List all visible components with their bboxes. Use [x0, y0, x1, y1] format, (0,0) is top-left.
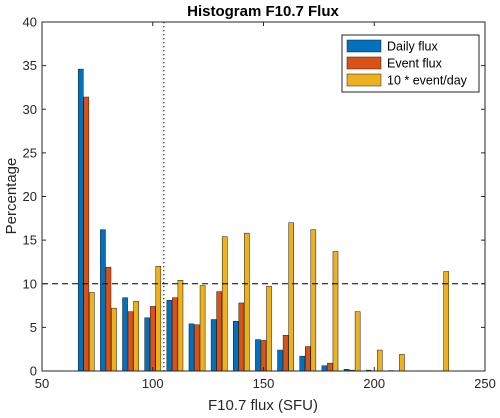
legend-label: Daily flux: [387, 40, 438, 54]
bar: [194, 324, 200, 372]
bar: [210, 319, 217, 372]
bar: [282, 334, 289, 372]
y-tick-label: 10: [23, 276, 37, 291]
bar: [277, 349, 283, 372]
bar: [266, 286, 272, 372]
bar: [149, 306, 156, 372]
x-tick-label: 200: [363, 376, 385, 391]
y-tick-label: 25: [23, 145, 37, 160]
bar: [238, 302, 245, 372]
x-tick-label: 100: [142, 376, 164, 391]
bar: [105, 266, 112, 372]
x-tick-label: 50: [35, 376, 49, 391]
x-axis-label: F10.7 flux (SFU): [208, 397, 318, 414]
bar: [376, 349, 383, 372]
y-axis-ticks: 0 5 10 15 20 25 30 35 40: [23, 15, 485, 379]
bar: [166, 300, 173, 372]
bar: [233, 321, 239, 372]
bar: [177, 280, 184, 372]
bar: [310, 229, 317, 372]
bar: [122, 297, 128, 372]
y-tick-label: 30: [23, 102, 37, 117]
bar: [255, 339, 261, 372]
bar: [199, 285, 206, 372]
bar: [260, 340, 267, 372]
y-tick-label: 35: [23, 58, 37, 73]
y-tick-label: 15: [23, 233, 37, 248]
legend-swatch: [346, 73, 382, 87]
x-tick-label: 250: [474, 376, 496, 391]
bar: [155, 266, 162, 372]
bar: [443, 271, 450, 372]
bar: [327, 362, 333, 372]
bar: [399, 354, 405, 372]
y-tick-label: 0: [30, 364, 37, 379]
legend-label: 10 * event/day: [387, 74, 468, 88]
bar: [305, 346, 311, 372]
bar: [216, 291, 222, 372]
y-axis-label: Percentage: [3, 158, 20, 235]
bar: [172, 297, 178, 372]
bar: [332, 251, 339, 372]
legend-swatch: [346, 39, 382, 53]
bar: [111, 307, 117, 372]
bar: [244, 232, 250, 372]
bar: [83, 96, 90, 372]
x-axis-ticks: 50 100 150 200 250: [35, 22, 496, 391]
bar: [144, 317, 151, 372]
bar: [133, 300, 139, 372]
bar: [221, 236, 228, 372]
bar: [299, 355, 306, 372]
bar: [188, 323, 195, 372]
y-tick-label: 20: [23, 189, 37, 204]
bar: [100, 229, 106, 372]
y-tick-label: 40: [23, 15, 37, 30]
legend: Daily flux Event flux 10 * event/day: [341, 34, 480, 93]
legend-swatch: [346, 56, 382, 70]
chart-title: Histogram F10.7 Flux: [187, 3, 339, 20]
y-tick-label: 5: [30, 320, 37, 335]
bar: [77, 68, 84, 372]
bar: [127, 311, 134, 372]
reference-lines: [42, 22, 485, 371]
bar: [354, 311, 361, 372]
bar: [321, 365, 328, 372]
legend-label: Event flux: [387, 57, 443, 71]
bars-group: [77, 68, 450, 372]
bar: [288, 222, 294, 372]
x-tick-label: 150: [253, 376, 275, 391]
bar: [89, 292, 95, 372]
